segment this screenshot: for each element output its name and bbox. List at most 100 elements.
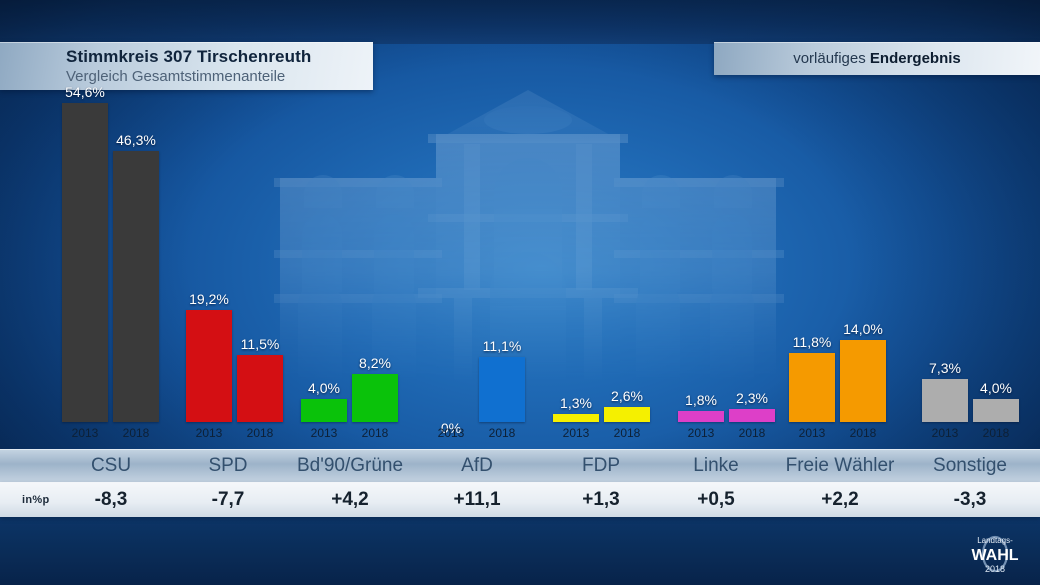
- bar-value-label: 14,0%: [843, 321, 883, 337]
- bar: [922, 379, 968, 422]
- bar: [678, 411, 724, 422]
- difference-cell: +4,2: [260, 483, 440, 517]
- party-name-cell: Sonstige: [880, 449, 1040, 482]
- bar-year-label: 2018: [849, 426, 877, 440]
- difference-value: +1,3: [582, 489, 620, 510]
- bar: [729, 409, 775, 422]
- title-banner: Stimmkreis 307 Tirschenreuth Vergleich G…: [0, 42, 373, 90]
- bar-value-label: 46,3%: [116, 132, 156, 148]
- party-name: SPD: [208, 454, 248, 476]
- bar-year-label: 2018: [982, 426, 1010, 440]
- status-prefix: vorläufiges: [793, 50, 866, 67]
- bar-year-label: 2013: [798, 426, 826, 440]
- difference-cell: +2,2: [750, 483, 930, 517]
- bar-year-label: 2013: [195, 426, 223, 440]
- svg-text:Landtags-: Landtags-: [977, 536, 1013, 545]
- bar: [352, 374, 398, 422]
- difference-cell: +0,5: [626, 483, 806, 517]
- party-name: CSU: [90, 454, 132, 476]
- bar-year-label: 2018: [488, 426, 516, 440]
- bar-value-label: 1,8%: [685, 392, 717, 408]
- party-name: Linke: [693, 454, 739, 476]
- party-name-row: CSU SPD Bd'90/Grüne AfD FDP Linke Freie Wähler…: [0, 449, 1040, 482]
- status-strong: Endergebnis: [869, 50, 961, 67]
- party-name-cell: FDP: [511, 449, 691, 482]
- party-name-cell: Freie Wähler: [750, 449, 930, 482]
- difference-value: +4,2: [331, 489, 369, 510]
- bar: [301, 399, 347, 422]
- bar-column: 2,3% 2018: [729, 390, 775, 440]
- bar-column: 46,3% 2018: [113, 132, 159, 440]
- bar: [604, 407, 650, 422]
- bar: [237, 355, 283, 422]
- bar-year-label: 2013: [71, 426, 99, 440]
- bar: [113, 151, 159, 422]
- bar-year-label: 2013: [437, 426, 465, 440]
- party-name: AfD: [461, 454, 493, 476]
- bar-column: 1,8% 2013: [678, 392, 724, 440]
- bar: [479, 357, 525, 422]
- bar-value-label: 19,2%: [189, 291, 229, 307]
- bar-chart: 54,6% 2013 46,3% 2018 19,2% 2013 11,5% 2018 4,0%…: [62, 84, 1019, 440]
- bar: [840, 340, 886, 422]
- bar-value-label: 4,0%: [308, 380, 340, 396]
- difference-row: in%p -8,3 -7,7 +4,2 +11,1 +1,3 +0,5 +2,2 -3,3: [0, 482, 1040, 517]
- bar-year-label: 2018: [122, 426, 150, 440]
- bar-value-label: 11,1%: [482, 338, 522, 354]
- bar-value-label: 2,3%: [736, 390, 768, 406]
- bar-year-label: 2013: [931, 426, 959, 440]
- party-name-cell: AfD: [387, 449, 567, 482]
- bar-column: 0% 2013: [437, 420, 465, 440]
- difference-value: -7,7: [211, 489, 245, 510]
- svg-text:2018: 2018: [985, 564, 1005, 574]
- bar-column: 54,6% 2013: [62, 84, 108, 440]
- bar-value-label: 11,8%: [792, 334, 832, 350]
- bar-column: 8,2% 2018: [352, 355, 398, 440]
- bar-value-label: 8,2%: [359, 355, 391, 371]
- bar-value-label: 1,3%: [560, 395, 592, 411]
- party-name: FDP: [582, 454, 620, 476]
- party-name-cell: CSU: [21, 449, 201, 482]
- difference-value: +11,1: [453, 489, 501, 510]
- difference-value: -3,3: [953, 489, 987, 510]
- bar-year-label: 2013: [310, 426, 338, 440]
- bar-column: 2,6% 2018: [604, 388, 650, 440]
- bar: [973, 399, 1019, 422]
- unit-label: in%p: [22, 494, 50, 506]
- bar-column: 4,0% 2013: [301, 380, 347, 440]
- bar-value-label: 7,3%: [929, 360, 961, 376]
- bar-value-label: 4,0%: [980, 380, 1012, 396]
- bar-column: 11,1% 2018: [479, 338, 525, 440]
- bar-year-label: 2013: [562, 426, 590, 440]
- difference-cell: +11,1: [387, 483, 567, 517]
- difference-value: -8,3: [94, 489, 128, 510]
- bar-column: 11,5% 2018: [237, 336, 283, 440]
- difference-value: +0,5: [697, 489, 735, 510]
- page-subtitle: Vergleich Gesamtstimmenanteile: [66, 68, 286, 85]
- bar-column: 11,8% 2013: [789, 334, 835, 440]
- bar-column: 4,0% 2018: [973, 380, 1019, 440]
- party-name: Sonstige: [933, 454, 1007, 476]
- difference-cell: -8,3: [21, 483, 201, 517]
- bar-year-label: 2018: [246, 426, 274, 440]
- bar-year-label: 2013: [687, 426, 715, 440]
- party-name: Freie Wähler: [785, 454, 895, 476]
- page-title: Stimmkreis 307 Tirschenreuth: [66, 47, 312, 66]
- party-name: Bd'90/Grüne: [296, 454, 404, 476]
- bar-value-label: 11,5%: [240, 336, 280, 352]
- bar-column: 1,3% 2013: [553, 395, 599, 440]
- background-bottom-band: [0, 515, 1040, 585]
- bar-value-label: 54,6%: [65, 84, 105, 100]
- bar-year-label: 2018: [361, 426, 389, 440]
- bar-column: 19,2% 2013: [186, 291, 232, 440]
- party-name-cell: Linke: [626, 449, 806, 482]
- landtagswahl-logo: Landtags- WAHL 2018: [962, 527, 1028, 577]
- difference-value: +2,2: [821, 489, 859, 510]
- status-badge: vorläufiges Endergebnis: [793, 50, 961, 67]
- bar: [553, 414, 599, 422]
- bar-column: 14,0% 2018: [840, 321, 886, 440]
- status-banner: vorläufiges Endergebnis: [714, 42, 1040, 75]
- svg-text:WAHL: WAHL: [971, 547, 1018, 564]
- bar: [789, 353, 835, 422]
- difference-cell: -3,3: [880, 483, 1040, 517]
